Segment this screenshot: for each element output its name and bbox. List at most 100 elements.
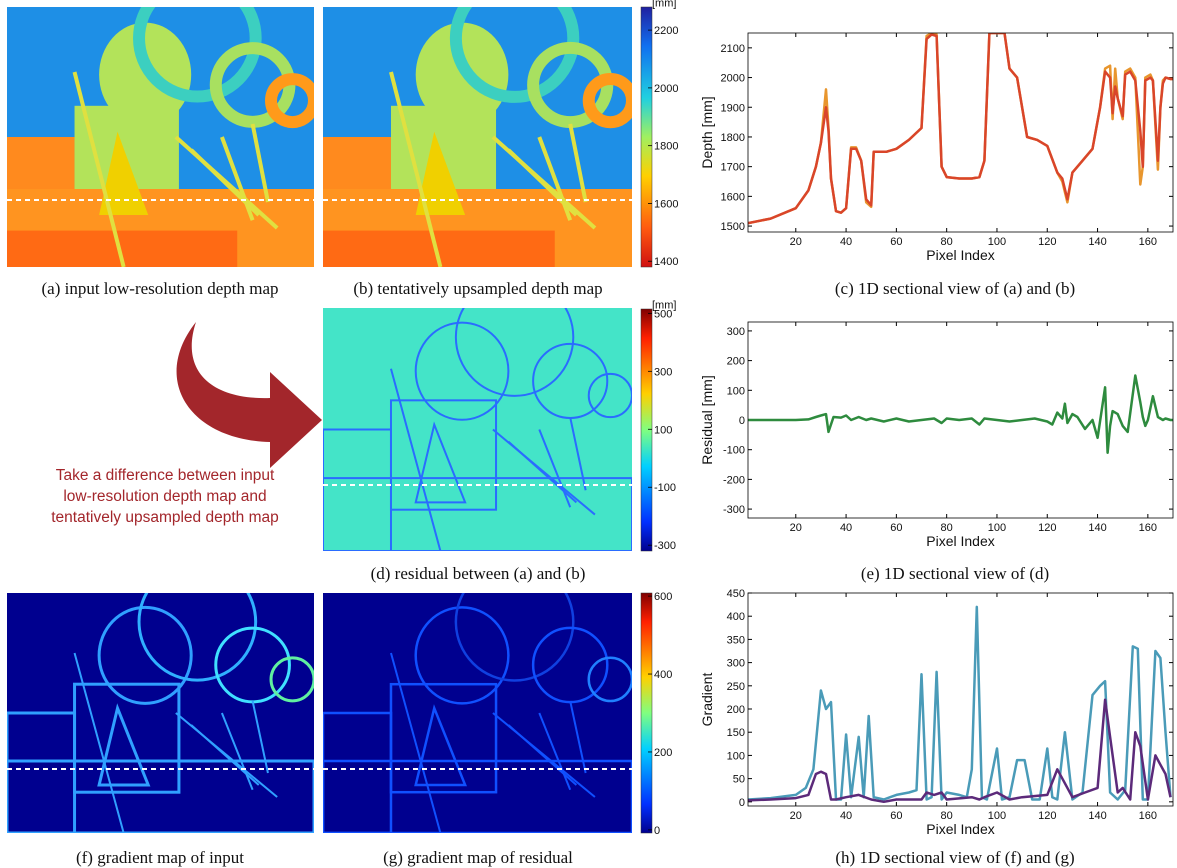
caption: (d) residual between (a) and (b) — [371, 564, 586, 583]
x-tick-label: 60 — [890, 810, 902, 822]
image-panel — [323, 308, 632, 551]
y-tick-label: 300 — [727, 658, 745, 670]
x-tick-label: 100 — [988, 236, 1006, 248]
line-series — [748, 698, 1172, 804]
y-tick-label: 100 — [727, 385, 745, 397]
colorbar-unit: [mm] — [652, 0, 676, 10]
stick — [175, 712, 278, 798]
stick — [569, 700, 587, 774]
stick — [568, 123, 588, 203]
x-tick-label: 140 — [1088, 810, 1106, 822]
y-tick-label: 350 — [727, 634, 745, 646]
y-tick-label: 0 — [739, 797, 745, 809]
stick — [537, 136, 573, 221]
colorbar-tick-label: 1600 — [654, 198, 678, 210]
y-tick-label: 400 — [727, 611, 745, 623]
y-axis-label: Residual [mm] — [699, 375, 715, 464]
line-series — [748, 33, 1173, 225]
stick — [538, 429, 572, 508]
x-tick-label: 80 — [941, 236, 953, 248]
x-tick-label: 160 — [1139, 522, 1157, 534]
y-tick-label: 2000 — [721, 73, 745, 85]
colorbar-tick-label: 300 — [654, 366, 672, 378]
annotation: low-resolution depth map and — [63, 488, 266, 505]
colorbar-unit: [mm] — [652, 300, 676, 312]
body — [73, 682, 181, 794]
colorbar-tick-label: 2200 — [654, 25, 678, 37]
x-tick-label: 160 — [1139, 236, 1157, 248]
x-tick-label: 100 — [988, 810, 1006, 822]
y-tick-label: 200 — [727, 704, 745, 716]
colorbar-tick-label: 0 — [654, 825, 660, 837]
ring — [133, 7, 262, 103]
colorbar-tick-label: 400 — [654, 669, 672, 681]
x-tick-label: 140 — [1088, 236, 1106, 248]
y-tick-label: 1700 — [721, 162, 745, 174]
y-tick-label: 1900 — [721, 102, 745, 114]
stick — [390, 368, 442, 551]
stick — [491, 135, 597, 230]
caption: (c) 1D sectional view of (a) and (b) — [835, 279, 1075, 298]
table — [323, 477, 632, 551]
ring — [587, 372, 632, 419]
x-tick-label: 20 — [790, 810, 802, 822]
head — [97, 605, 193, 705]
y-tick-label: 2100 — [721, 43, 745, 55]
x-axis-label: Pixel Index — [926, 821, 994, 837]
x-tick-label: 140 — [1088, 522, 1106, 534]
image-panel — [7, 593, 314, 833]
image-panel — [323, 7, 632, 267]
y-axis-label: Gradient — [699, 673, 715, 727]
stick — [220, 136, 255, 221]
stick — [538, 712, 572, 791]
colorbar-tick-label: 600 — [654, 591, 672, 603]
colorbar — [640, 6, 653, 268]
arrow — [176, 322, 322, 468]
ring — [449, 7, 580, 103]
cone — [97, 703, 151, 787]
ring — [582, 72, 632, 129]
image-panel — [7, 7, 314, 267]
colorbar-tick-label: 500 — [654, 308, 672, 320]
y-tick-label: 1800 — [721, 132, 745, 144]
x-tick-label: 60 — [890, 522, 902, 534]
stick — [389, 71, 443, 267]
body — [389, 399, 498, 511]
y-tick-label: 1500 — [721, 221, 745, 233]
x-tick-label: 120 — [1038, 522, 1056, 534]
x-tick-label: 80 — [941, 522, 953, 534]
line-series — [748, 605, 1172, 801]
cone — [415, 131, 466, 215]
plot-frame — [747, 321, 1174, 519]
plot-frame — [747, 32, 1174, 233]
colorbar-tick-label: 1800 — [654, 141, 678, 153]
ring — [137, 593, 258, 682]
cone — [414, 421, 467, 504]
plot-frame — [747, 592, 1174, 807]
image-panel — [323, 593, 632, 833]
stick — [569, 417, 587, 491]
x-tick-label: 60 — [890, 236, 902, 248]
x-tick-label: 120 — [1038, 236, 1056, 248]
stick — [220, 712, 254, 791]
stick — [250, 123, 270, 203]
stick — [72, 71, 126, 267]
colorbar-tick-label: 200 — [654, 747, 672, 759]
y-tick-label: -100 — [723, 445, 745, 457]
x-tick-label: 100 — [988, 522, 1006, 534]
colorbar-tick-label: 2000 — [654, 83, 678, 95]
colorbar-tick-label: -100 — [654, 482, 676, 494]
cone — [99, 131, 149, 215]
annotation: Take a difference between input — [56, 467, 275, 484]
y-axis-label: Depth [mm] — [699, 96, 715, 168]
colorbar-tick-label: 1400 — [654, 256, 678, 268]
caption: (f) gradient map of input — [76, 848, 244, 867]
y-tick-label: 150 — [727, 727, 745, 739]
x-tick-label: 80 — [941, 810, 953, 822]
x-tick-label: 20 — [790, 522, 802, 534]
line-series — [748, 374, 1173, 454]
y-tick-label: 0 — [739, 415, 745, 427]
stick — [492, 428, 596, 516]
y-tick-label: 250 — [727, 681, 745, 693]
